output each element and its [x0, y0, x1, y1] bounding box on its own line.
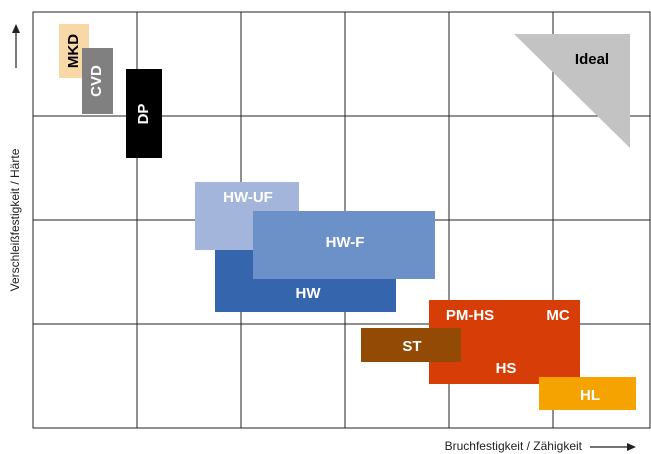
box-cvd: [82, 48, 113, 114]
label: CVD: [88, 65, 105, 97]
box-st: [361, 328, 461, 362]
label: HW: [296, 285, 322, 302]
y-arrowhead: [12, 24, 20, 33]
label: HL: [580, 387, 600, 404]
label: HW-UF: [223, 189, 273, 206]
x-axis-label: Bruchfestigkeit / Zähigkeit: [445, 439, 583, 453]
box-dp: [126, 69, 162, 158]
label: PM-HS: [446, 307, 494, 324]
label: ST: [402, 338, 421, 355]
ideal-triangle: [514, 34, 630, 148]
label: MKD: [65, 34, 82, 68]
y-axis-label: Verschleißfestigkeit / Härte: [8, 148, 22, 291]
label: HS: [496, 360, 517, 377]
label: Ideal: [575, 51, 609, 68]
x-arrowhead: [627, 443, 636, 451]
box-hl: [539, 377, 636, 410]
box-hw-f: [253, 211, 435, 279]
label: MC: [546, 307, 569, 324]
label: DP: [135, 104, 152, 125]
label: HW-F: [326, 234, 365, 251]
